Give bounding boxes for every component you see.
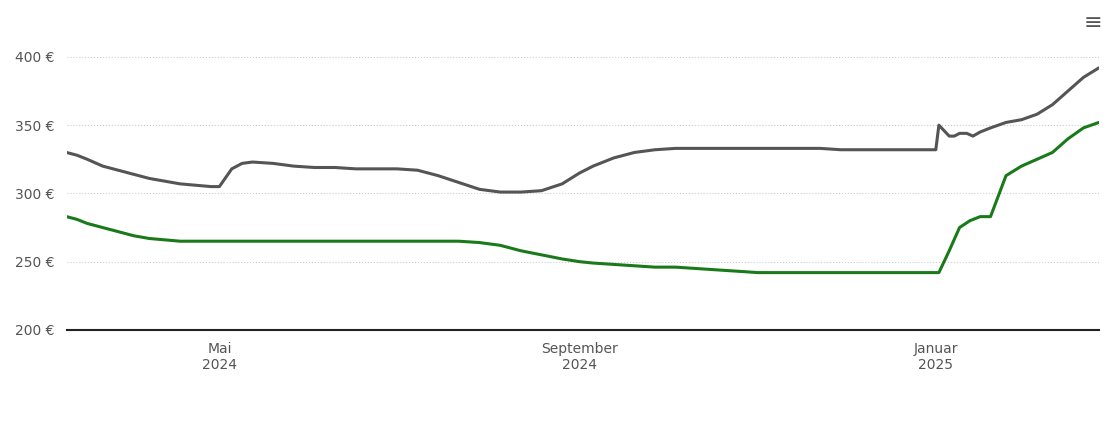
Text: ≡: ≡ bbox=[1083, 13, 1102, 33]
